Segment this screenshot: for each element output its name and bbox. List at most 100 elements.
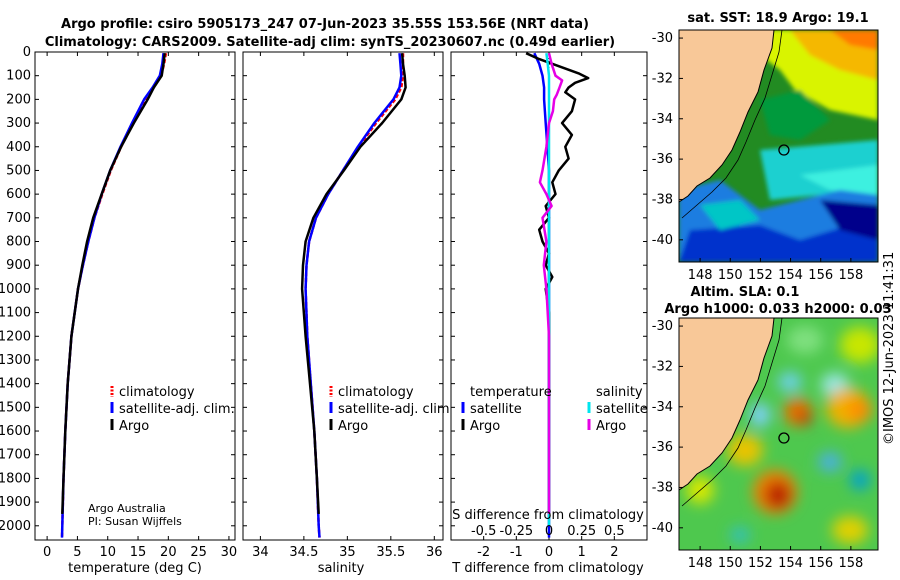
header-line2: Climatology: CARS2009. Satellite-adj cli… bbox=[45, 35, 615, 50]
y-tick-label: 1800 bbox=[0, 471, 31, 486]
legend3-temp-sat-label: satellite bbox=[470, 402, 522, 417]
sla-isobath bbox=[681, 318, 783, 507]
salinity-legend: climatology satellite-adj. clim. Argo bbox=[329, 385, 454, 434]
y-tick-label: 700 bbox=[6, 211, 31, 226]
sst-field bbox=[679, 30, 878, 262]
map-y-tick-label: -30 bbox=[652, 31, 673, 46]
y-tick-label: 1200 bbox=[0, 329, 31, 344]
y-tick-label: 1400 bbox=[0, 377, 31, 392]
sla-map-title: Altim. SLA: 0.1 bbox=[691, 285, 800, 300]
x-tick-label: 15 bbox=[130, 545, 147, 560]
series-line-argo bbox=[300, 53, 407, 514]
x-tick-label: 25 bbox=[190, 545, 207, 560]
y-tick-label: 200 bbox=[6, 92, 31, 107]
temperature-legend: climatology satellite-adj. clim. Argo bbox=[110, 385, 235, 434]
legend3-salinity-header: salinity bbox=[596, 385, 643, 400]
temperature-panel: 0100200300400500600700800900100011001200… bbox=[0, 45, 237, 576]
y-tick-label: 1000 bbox=[0, 282, 31, 297]
x-tick-label: 20 bbox=[160, 545, 177, 560]
sst-map-frame bbox=[678, 29, 879, 263]
t-difference-xlabel: T difference from climatology bbox=[451, 561, 644, 576]
x-tick-label: 35.5 bbox=[376, 545, 405, 560]
s-tick-label: -0.5 bbox=[471, 524, 496, 539]
map-y-tick-label: -34 bbox=[652, 112, 673, 127]
difference-panel: -2 -1 0 1 2 T difference from climatology S … bbox=[450, 51, 648, 576]
sst-coastline bbox=[679, 30, 775, 203]
sla-map: Altim. SLA: 0.1 Argo h1000: 0.033 h2000:… bbox=[652, 285, 892, 571]
legend-climatology-label: climatology bbox=[119, 385, 195, 400]
y-tick-label: 100 bbox=[6, 69, 31, 84]
x-tick-label: 30 bbox=[221, 545, 238, 560]
temperature-xlabel: temperature (deg C) bbox=[68, 561, 202, 576]
sst-land bbox=[679, 30, 774, 202]
s-tick-label: -0.25 bbox=[500, 524, 534, 539]
legend3-sal-argo-label: Argo bbox=[596, 419, 626, 434]
x-tick-label: 34.5 bbox=[289, 545, 318, 560]
salinity-xlabel: salinity bbox=[318, 561, 365, 576]
y-tick-label: 1500 bbox=[0, 400, 31, 415]
map-x-tick-label: 154 bbox=[778, 556, 803, 571]
s-tick-label: 0.25 bbox=[567, 524, 596, 539]
sst-isobath bbox=[681, 30, 783, 219]
map-x-tick-label: 158 bbox=[838, 556, 863, 571]
map-x-tick-label: 154 bbox=[778, 268, 803, 283]
sla-map-frame bbox=[678, 317, 879, 551]
x-tick-label: 5 bbox=[73, 545, 81, 560]
map-y-tick-label: -32 bbox=[652, 359, 673, 374]
x-tick-label: 0 bbox=[43, 545, 51, 560]
y-tick-label: 1100 bbox=[0, 306, 31, 321]
x-tick-label: -1 bbox=[510, 545, 523, 560]
salinity-panel: 34 34.5 35 35.5 36 salinity climatology sate… bbox=[242, 51, 454, 576]
credit-line1: Argo Australia bbox=[88, 502, 166, 515]
y-tick-label: 0 bbox=[23, 45, 31, 60]
map-y-tick-label: -36 bbox=[652, 152, 673, 167]
series-line-argo bbox=[61, 53, 166, 514]
salinity-axes-box bbox=[242, 51, 444, 541]
map-y-tick-label: -34 bbox=[652, 400, 673, 415]
map-x-tick-label: 156 bbox=[808, 268, 833, 283]
imos-watermark: ©IMOS 12-Jun-2023 11:41:31 bbox=[882, 252, 897, 445]
series-line-salinity-argo bbox=[538, 52, 564, 514]
y-tick-label: 300 bbox=[6, 116, 31, 131]
y-tick-label: 400 bbox=[6, 140, 31, 155]
map-y-tick-label: -36 bbox=[652, 440, 673, 455]
map-x-tick-label: 148 bbox=[688, 268, 713, 283]
map-x-tick-label: 158 bbox=[838, 268, 863, 283]
s-tick-label: 0.5 bbox=[604, 524, 625, 539]
sla-map-subtitle: Argo h1000: 0.033 h2000: 0.03 bbox=[664, 302, 891, 317]
temperature-axes-box bbox=[34, 51, 236, 541]
x-tick-label: 36 bbox=[426, 545, 443, 560]
y-tick-label: 1600 bbox=[0, 424, 31, 439]
y-tick-label: 600 bbox=[6, 187, 31, 202]
x-tick-label: 0 bbox=[545, 545, 553, 560]
map-x-tick-label: 156 bbox=[808, 556, 833, 571]
legend-satellite-label: satellite-adj. clim. bbox=[119, 402, 235, 417]
y-tick-label: 2000 bbox=[0, 519, 31, 534]
y-tick-label: 1900 bbox=[0, 495, 31, 510]
map-y-tick-label: -30 bbox=[652, 319, 673, 334]
map-x-tick-label: 150 bbox=[718, 556, 743, 571]
legend-argo-label: Argo bbox=[119, 419, 149, 434]
map-y-tick-label: -32 bbox=[652, 71, 673, 86]
y-tick-label: 800 bbox=[6, 235, 31, 250]
map-x-tick-label: 150 bbox=[718, 268, 743, 283]
s-tick-label: 0 bbox=[545, 524, 553, 539]
legend3-temp-argo-label: Argo bbox=[470, 419, 500, 434]
legend2-satellite-label: satellite-adj. clim. bbox=[338, 402, 454, 417]
legend3-sal-sat-label: satellite bbox=[596, 402, 648, 417]
sst-map-title: sat. SST: 18.9 Argo: 19.1 bbox=[687, 11, 868, 26]
credit-line2: PI: Susan Wijffels bbox=[88, 515, 182, 528]
s-difference-xlabel: S difference from climatology bbox=[452, 508, 644, 523]
y-tick-label: 1300 bbox=[0, 353, 31, 368]
map-y-tick-label: -38 bbox=[652, 480, 673, 495]
difference-legend: temperature satellite Argo salinity sate… bbox=[461, 385, 648, 434]
header-line1: Argo profile: csiro 5905173_247 07-Jun-2… bbox=[61, 17, 589, 32]
map-x-tick-label: 152 bbox=[748, 268, 773, 283]
map-y-tick-label: -40 bbox=[652, 521, 673, 536]
legend2-argo-label: Argo bbox=[338, 419, 368, 434]
legend3-temperature-header: temperature bbox=[470, 385, 552, 400]
sst-argo-position-marker bbox=[778, 144, 790, 156]
y-tick-label: 900 bbox=[6, 258, 31, 273]
sst-map: sat. SST: 18.9 Argo: 19.1 148 150 152 154 15… bbox=[652, 11, 879, 283]
